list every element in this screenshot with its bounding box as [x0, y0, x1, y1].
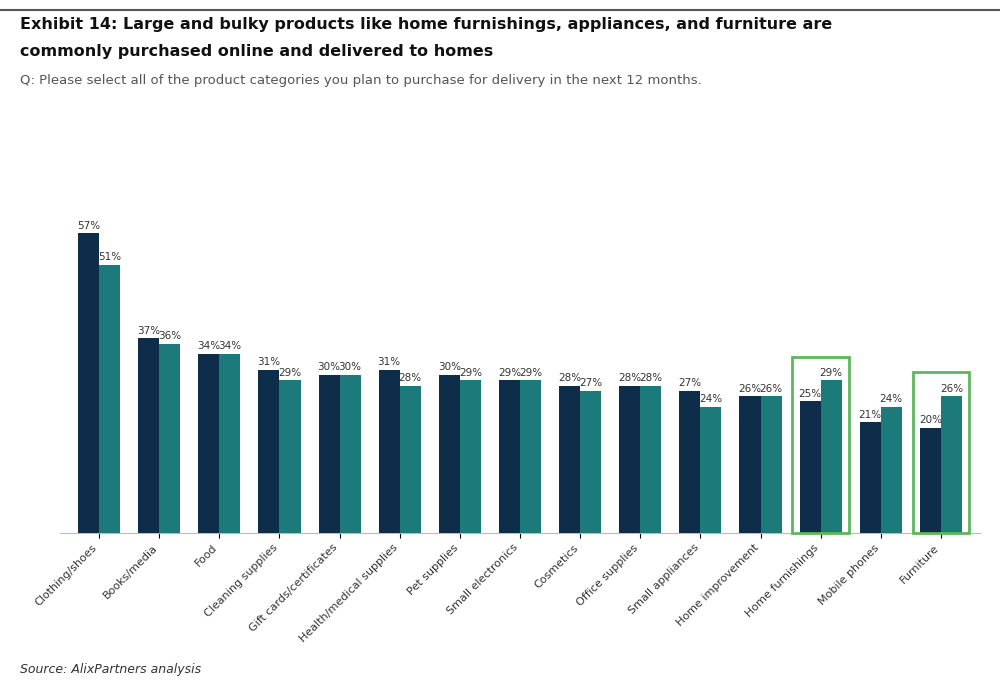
Bar	[860, 422, 881, 533]
Text: 20%: 20%	[919, 415, 942, 425]
Bar	[78, 234, 99, 533]
Text: 27%: 27%	[678, 378, 701, 388]
Text: 21%: 21%	[859, 410, 882, 420]
Bar	[340, 375, 361, 533]
Text: 28%: 28%	[639, 373, 662, 383]
Bar	[941, 396, 962, 533]
Text: 29%: 29%	[498, 367, 521, 378]
Bar	[138, 338, 159, 533]
Text: 30%: 30%	[318, 363, 341, 372]
Text: 27%: 27%	[579, 378, 602, 388]
Text: 30%: 30%	[339, 363, 362, 372]
Text: 57%: 57%	[77, 221, 100, 231]
Text: 29%: 29%	[519, 367, 542, 378]
Bar	[258, 370, 279, 533]
Bar	[379, 370, 400, 533]
Text: 26%: 26%	[738, 384, 762, 393]
Text: 26%: 26%	[759, 384, 783, 393]
Bar	[99, 265, 120, 533]
Bar	[640, 386, 661, 533]
Bar	[159, 344, 180, 533]
Text: 31%: 31%	[257, 357, 281, 367]
Text: 28%: 28%	[558, 373, 581, 383]
Bar	[198, 354, 219, 533]
Bar	[679, 391, 700, 533]
Text: 28%: 28%	[618, 373, 641, 383]
Bar	[761, 396, 782, 533]
Bar	[439, 375, 460, 533]
Text: 28%: 28%	[399, 373, 422, 383]
Bar	[619, 386, 640, 533]
Text: commonly purchased online and delivered to homes: commonly purchased online and delivered …	[20, 44, 493, 59]
Bar	[319, 375, 340, 533]
Text: 34%: 34%	[197, 342, 220, 352]
Bar	[580, 391, 601, 533]
Text: Exhibit 14: Large and bulky products like home furnishings, appliances, and furn: Exhibit 14: Large and bulky products lik…	[20, 17, 832, 32]
Text: 30%: 30%	[438, 363, 461, 372]
Text: 31%: 31%	[378, 357, 401, 367]
Bar	[800, 402, 821, 533]
Text: 24%: 24%	[699, 394, 722, 404]
Bar	[460, 380, 481, 533]
Text: Q: Please select all of the product categories you plan to purchase for delivery: Q: Please select all of the product cate…	[20, 74, 702, 87]
Bar	[920, 428, 941, 533]
Text: 29%: 29%	[278, 367, 302, 378]
Text: 29%: 29%	[459, 367, 482, 378]
Text: 37%: 37%	[137, 326, 160, 336]
Text: 34%: 34%	[218, 342, 241, 352]
Bar	[400, 386, 421, 533]
Text: 29%: 29%	[820, 367, 843, 378]
Bar	[520, 380, 541, 533]
Text: Source: AlixPartners analysis: Source: AlixPartners analysis	[20, 663, 201, 676]
Bar	[559, 386, 580, 533]
Bar	[219, 354, 240, 533]
Bar	[881, 406, 902, 533]
Text: 51%: 51%	[98, 252, 121, 262]
Bar	[821, 380, 842, 533]
Bar	[499, 380, 520, 533]
Bar	[700, 406, 721, 533]
Bar	[739, 396, 761, 533]
Text: 36%: 36%	[158, 331, 181, 341]
Text: 24%: 24%	[880, 394, 903, 404]
Text: 25%: 25%	[799, 389, 822, 399]
Text: 26%: 26%	[940, 384, 963, 393]
Bar	[279, 380, 301, 533]
